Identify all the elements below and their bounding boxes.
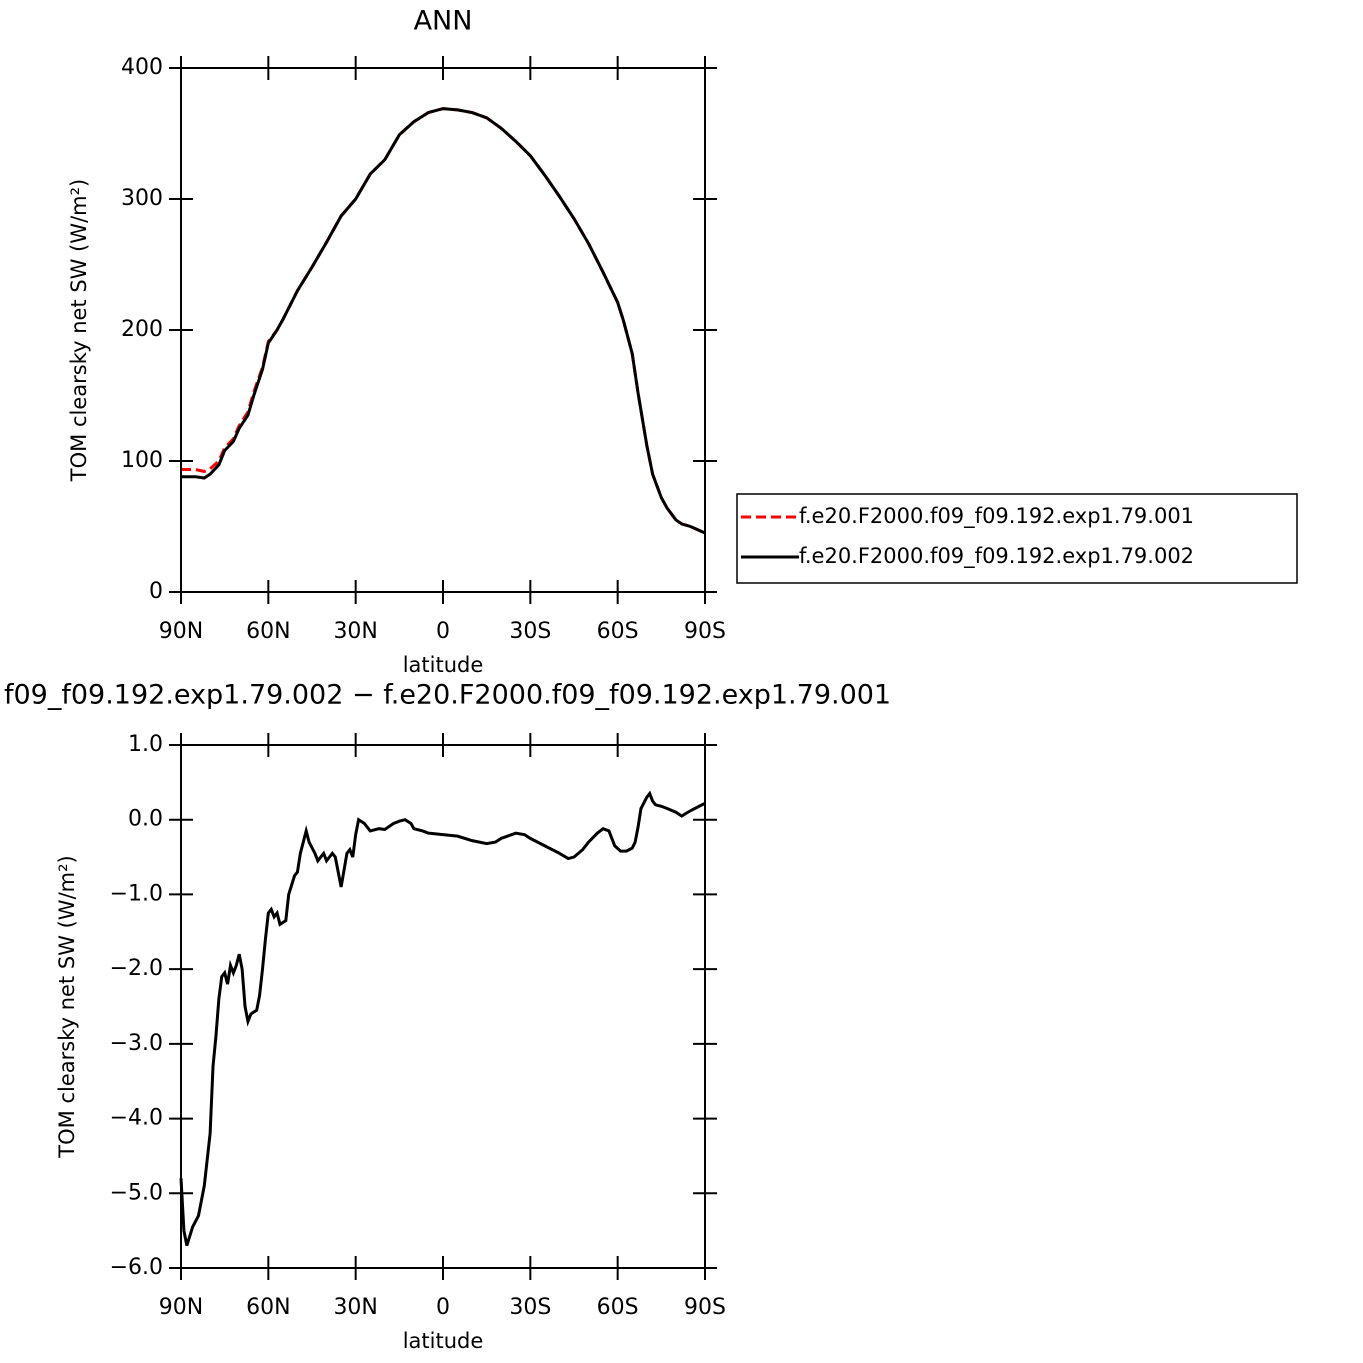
x-tick-label: 0 [436,1295,450,1320]
legend-label: f.e20.F2000.f09_f09.192.exp1.79.001 [799,504,1194,529]
data-line [179,790,706,1247]
y-axis-label: TOM clearsky net SW (W/m²) [55,855,79,1158]
chart-title: ANN [414,6,473,37]
y-axis-label: TOM clearsky net SW (W/m²) [67,179,91,482]
legend-box [736,493,1298,584]
x-tick-label: 30S [509,1295,551,1320]
y-tick-label: −2.0 [110,956,163,981]
legend-label: f.e20.F2000.f09_f09.192.exp1.79.002 [799,544,1194,569]
y-tick-label: 0.0 [128,807,163,832]
y-tick-label: 1.0 [128,732,163,757]
x-tick-label: 90N [159,619,203,644]
plot-frame [180,744,706,1269]
x-axis-label: latitude [403,653,484,677]
y-tick-label: 100 [121,448,163,473]
x-tick-label: 60S [597,1295,639,1320]
x-tick-label: 0 [436,619,450,644]
x-axis-label: latitude [403,1329,484,1353]
data-line [181,107,706,535]
y-tick-label: 200 [121,317,163,342]
x-tick-label: 90S [684,619,726,644]
x-tick-label: 60N [246,1295,290,1320]
data-line [181,107,706,535]
x-tick-label: 90S [684,1295,726,1320]
y-tick-label: −3.0 [110,1031,163,1056]
y-tick-label: −1.0 [110,881,163,906]
x-tick-label: 30N [333,619,377,644]
y-tick-label: −5.0 [110,1180,163,1205]
x-tick-label: 30S [509,619,551,644]
y-tick-label: −6.0 [110,1255,163,1280]
y-tick-label: 0 [149,579,163,604]
y-tick-label: −4.0 [110,1106,163,1131]
y-tick-label: 300 [121,186,163,211]
x-tick-label: 60N [246,619,290,644]
x-tick-label: 30N [333,1295,377,1320]
x-tick-label: 90N [159,1295,203,1320]
x-tick-label: 60S [597,619,639,644]
chart-title: f09_f09.192.exp1.79.002 − f.e20.F2000.f0… [4,680,891,711]
y-tick-label: 400 [121,55,163,80]
